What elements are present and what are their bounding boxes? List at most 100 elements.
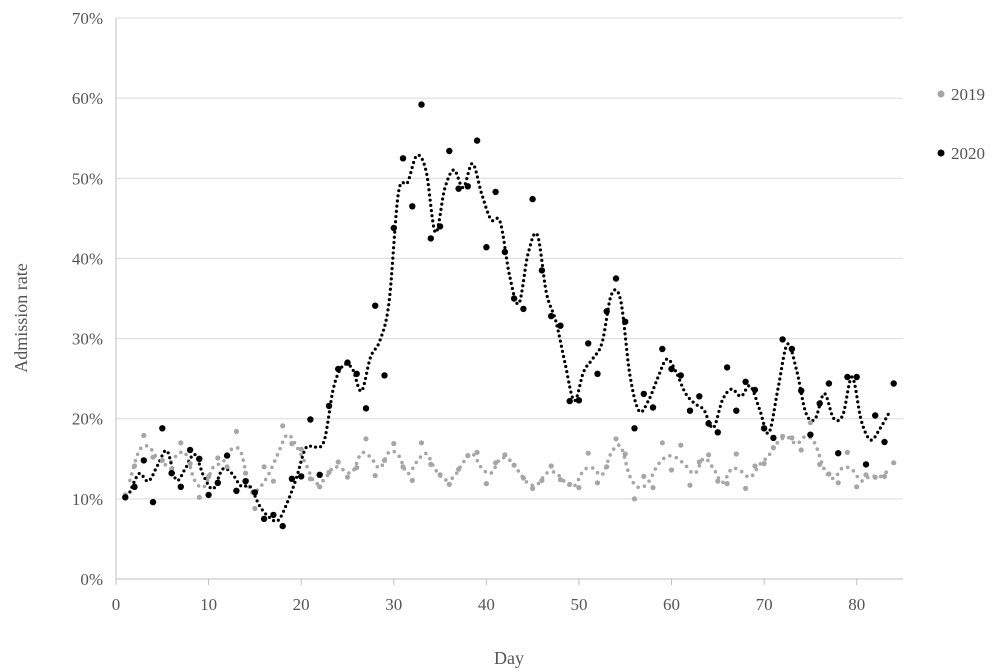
x-tick-label: 10 (200, 595, 217, 614)
data-point-2019 (252, 505, 258, 512)
horizontal-gridlines (116, 17, 903, 500)
data-point-2020 (566, 397, 573, 405)
data-point-2020 (510, 295, 518, 302)
data-point-2020 (325, 402, 333, 410)
data-point-2020 (288, 475, 296, 482)
data-point-2020 (751, 386, 759, 394)
data-point-2019 (317, 484, 323, 490)
data-point-2020 (807, 431, 814, 438)
data-points (122, 101, 897, 530)
trendline-2019 (128, 432, 891, 495)
data-point-2020 (659, 345, 666, 353)
data-point-2019 (354, 465, 360, 471)
data-point-2019 (891, 460, 897, 466)
data-point-2019 (798, 447, 804, 453)
data-point-2020 (177, 483, 184, 490)
data-point-2019 (446, 481, 452, 487)
data-point-2020 (760, 425, 768, 432)
legend-item-2020: 2020 (937, 144, 985, 163)
data-point-2020 (603, 308, 610, 315)
data-point-2019 (687, 482, 693, 488)
data-point-2019 (585, 450, 591, 456)
data-point-2020 (168, 470, 175, 477)
data-point-2020 (473, 137, 481, 144)
legend-label-2019: 2019 (951, 85, 985, 104)
data-point-2019 (715, 478, 721, 484)
data-point-2019 (409, 477, 415, 483)
data-point-2019 (678, 442, 684, 448)
y-tick-label: 70% (72, 9, 103, 28)
data-point-2020 (316, 471, 323, 478)
x-tick-label: 60 (663, 595, 680, 614)
data-point-2020 (705, 420, 712, 427)
data-point-2019 (400, 464, 406, 470)
data-point-2019 (668, 467, 675, 473)
x-tick-label: 20 (293, 595, 310, 614)
data-point-2019 (631, 496, 638, 502)
x-tick-label: 80 (848, 595, 865, 614)
data-point-2020 (723, 364, 731, 371)
data-point-2020 (205, 491, 212, 499)
data-point-2019 (141, 432, 147, 439)
data-point-2019 (881, 473, 888, 479)
data-point-2019 (613, 436, 619, 442)
data-point-2019 (280, 423, 286, 429)
x-tick-label: 50 (570, 595, 587, 614)
data-point-2020 (159, 425, 166, 432)
data-point-2020 (446, 147, 453, 155)
data-point-2020 (529, 195, 536, 203)
data-point-2020 (279, 522, 286, 530)
trendline-2020 (128, 153, 891, 523)
data-point-2019 (770, 445, 777, 451)
data-point-2019 (511, 462, 517, 468)
data-point-2019 (178, 440, 184, 446)
data-point-2019 (863, 472, 869, 478)
data-point-2019 (493, 460, 499, 466)
data-point-2019 (243, 470, 249, 476)
data-point-2019 (326, 469, 332, 475)
data-point-2020 (122, 494, 129, 501)
legend-label-2020: 2020 (951, 144, 985, 163)
data-point-2019 (298, 446, 304, 452)
data-point-2020 (714, 429, 721, 436)
data-point-2020 (344, 359, 351, 366)
data-point-2019 (567, 481, 573, 487)
data-point-2020 (149, 498, 157, 506)
data-point-2019 (530, 485, 536, 491)
data-point-2020 (631, 425, 638, 432)
data-point-2019 (752, 463, 758, 469)
data-point-2019 (289, 441, 295, 447)
data-point-2020 (372, 302, 379, 309)
data-point-2019 (659, 440, 665, 446)
data-point-2020 (362, 405, 370, 412)
data-point-2020 (390, 224, 397, 232)
data-point-2019 (696, 459, 702, 465)
data-point-2020 (585, 340, 592, 347)
data-point-2019 (344, 474, 351, 480)
legend-item-2019: 2019 (937, 85, 985, 104)
data-point-2019 (187, 461, 193, 467)
data-point-2020 (733, 407, 740, 414)
data-point-2019 (622, 451, 628, 457)
data-point-2019 (502, 452, 508, 458)
data-point-2020 (242, 478, 249, 485)
data-point-2020 (455, 185, 462, 192)
data-point-2019 (307, 476, 313, 482)
y-axis-title: Admission rate (11, 263, 31, 373)
data-point-2020 (668, 365, 675, 373)
data-point-2020 (575, 397, 583, 404)
data-point-2019 (789, 435, 795, 441)
data-point-2020 (696, 393, 703, 400)
data-point-2019 (131, 463, 138, 469)
legend: 2019 2020 (937, 85, 985, 163)
data-point-2020 (788, 345, 796, 353)
data-point-2020 (677, 372, 684, 379)
data-point-2019 (456, 466, 462, 472)
data-point-2020 (298, 473, 305, 480)
data-point-2019 (206, 473, 212, 479)
data-point-2019 (548, 463, 554, 469)
data-point-2020 (835, 450, 842, 457)
data-point-2020 (251, 489, 259, 496)
data-point-2019 (539, 477, 545, 483)
